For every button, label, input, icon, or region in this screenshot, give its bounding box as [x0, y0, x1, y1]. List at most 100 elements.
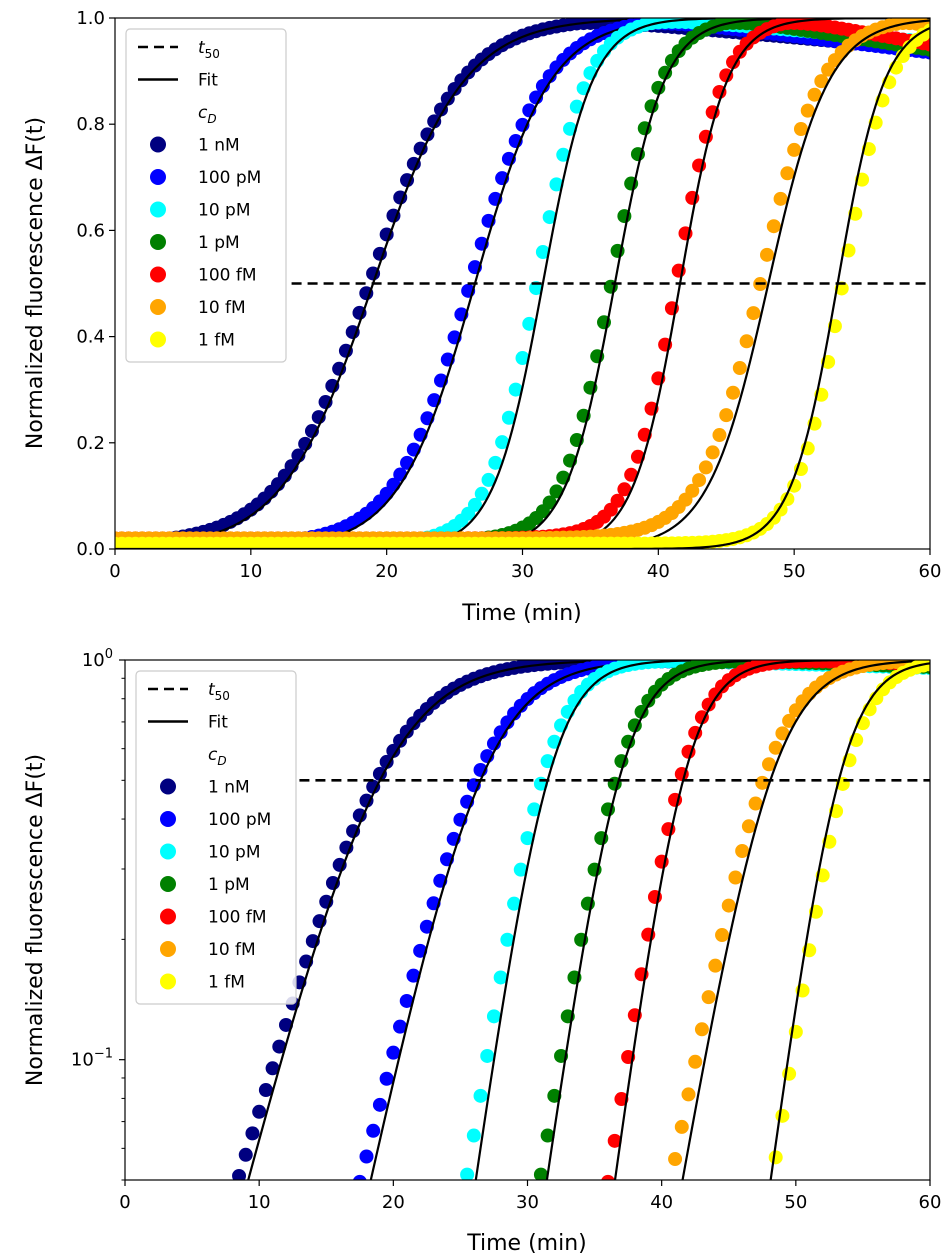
data-point [741, 819, 756, 834]
data-point [719, 408, 734, 423]
data-point [762, 1191, 776, 1205]
data-point [413, 141, 428, 156]
legend-marker [150, 266, 166, 283]
data-point [614, 1092, 629, 1107]
y-tick-label: 0.0 [76, 539, 105, 560]
data-point [549, 177, 564, 192]
legend-marker [160, 973, 176, 990]
series-1-pM [533, 660, 930, 1180]
data-point [379, 754, 394, 769]
legend-series-label: 100 fM [208, 908, 267, 928]
data-point [715, 928, 730, 943]
legend-marker [160, 908, 176, 925]
legend-series-label: 1 nM [198, 136, 240, 156]
data-point [272, 1039, 287, 1054]
y-tick-label: 10−1 [71, 1047, 113, 1071]
legend-marker [150, 169, 166, 185]
legend-series-label: 10 fM [198, 298, 246, 318]
fit-line [681, 660, 930, 1180]
data-point [366, 1123, 381, 1138]
x-tick-label: 0 [119, 1192, 130, 1213]
data-point [726, 55, 741, 70]
data-point [698, 460, 713, 475]
legend-box [135, 670, 297, 1005]
series-1-nM [225, 660, 930, 1204]
x-tick-label: 10 [248, 1192, 271, 1213]
data-point [265, 1061, 280, 1076]
y-tick-label: 100 [82, 647, 113, 671]
data-point [547, 1088, 562, 1103]
data-point [768, 1150, 783, 1165]
data-point [507, 896, 522, 911]
data-point [386, 1045, 401, 1060]
fit-line [545, 660, 930, 1180]
legend-series-label: 10 pM [208, 843, 261, 863]
data-point [501, 410, 516, 425]
legend-marker [160, 778, 176, 795]
y-tick-label: 0.2 [76, 433, 105, 454]
data-point [352, 808, 367, 823]
data-point [762, 757, 776, 772]
data-point [393, 467, 408, 482]
data-point [359, 793, 374, 808]
data-point [607, 1133, 622, 1148]
legend-marker [160, 876, 176, 892]
data-point [746, 306, 761, 321]
data-point [535, 245, 550, 260]
data-point [533, 1167, 548, 1180]
data-point [500, 932, 515, 947]
legend-box [125, 28, 287, 363]
y-tick-label: 0.8 [76, 114, 105, 135]
fit-line [369, 660, 930, 1180]
data-point [366, 779, 381, 794]
legend-title: cD [198, 103, 217, 126]
x-tick-label: 50 [784, 1192, 807, 1213]
data-point [527, 802, 542, 817]
legend-marker [150, 299, 166, 315]
x-tick-label: 20 [375, 561, 398, 582]
data-point [279, 1017, 293, 1032]
data-point [359, 286, 374, 301]
data-point [413, 943, 428, 958]
data-point [601, 1174, 615, 1180]
data-point [780, 166, 795, 181]
data-point [760, 247, 774, 262]
data-point [800, 103, 815, 118]
data-point [353, 1174, 367, 1180]
data-point [701, 697, 716, 712]
fit-line [115, 27, 930, 549]
data-point [520, 831, 535, 846]
data-point [726, 385, 741, 400]
data-point [814, 74, 829, 89]
data-point [705, 445, 720, 460]
data-point [692, 473, 707, 488]
y-tick-label: 0.6 [76, 220, 105, 241]
data-point [399, 993, 414, 1008]
data-point [225, 1190, 239, 1204]
legend-title: cD [208, 745, 227, 768]
legend-series-label: 100 pM [208, 810, 271, 830]
series-1-fM [762, 660, 930, 1205]
data-point [719, 68, 734, 83]
y-axis-label: Normalized fluorescence ΔF(t) [23, 117, 48, 449]
data-point [658, 65, 673, 80]
fit-line [613, 660, 930, 1180]
data-point [540, 1128, 555, 1143]
legend-series-label: 1 fM [198, 331, 235, 351]
data-point [460, 1167, 475, 1180]
x-tick-label: 50 [783, 561, 806, 582]
data-point [542, 210, 557, 225]
data-point [393, 1019, 408, 1034]
x-axis-label: Time (min) [466, 1231, 587, 1253]
data-point [258, 1083, 273, 1098]
data-point [473, 1088, 488, 1103]
legend-marker [160, 811, 176, 827]
y-tick-label: 1.0 [76, 8, 105, 29]
data-point [508, 382, 523, 397]
data-point [372, 1097, 387, 1112]
data-point [522, 316, 537, 331]
legend-series-label: 100 pM [198, 168, 261, 188]
data-point [634, 704, 649, 719]
log-panel: 0 10 20 30 40 50 60 100 10−1 Time (min) Normaliz… [23, 647, 941, 1253]
data-point [486, 1009, 501, 1024]
